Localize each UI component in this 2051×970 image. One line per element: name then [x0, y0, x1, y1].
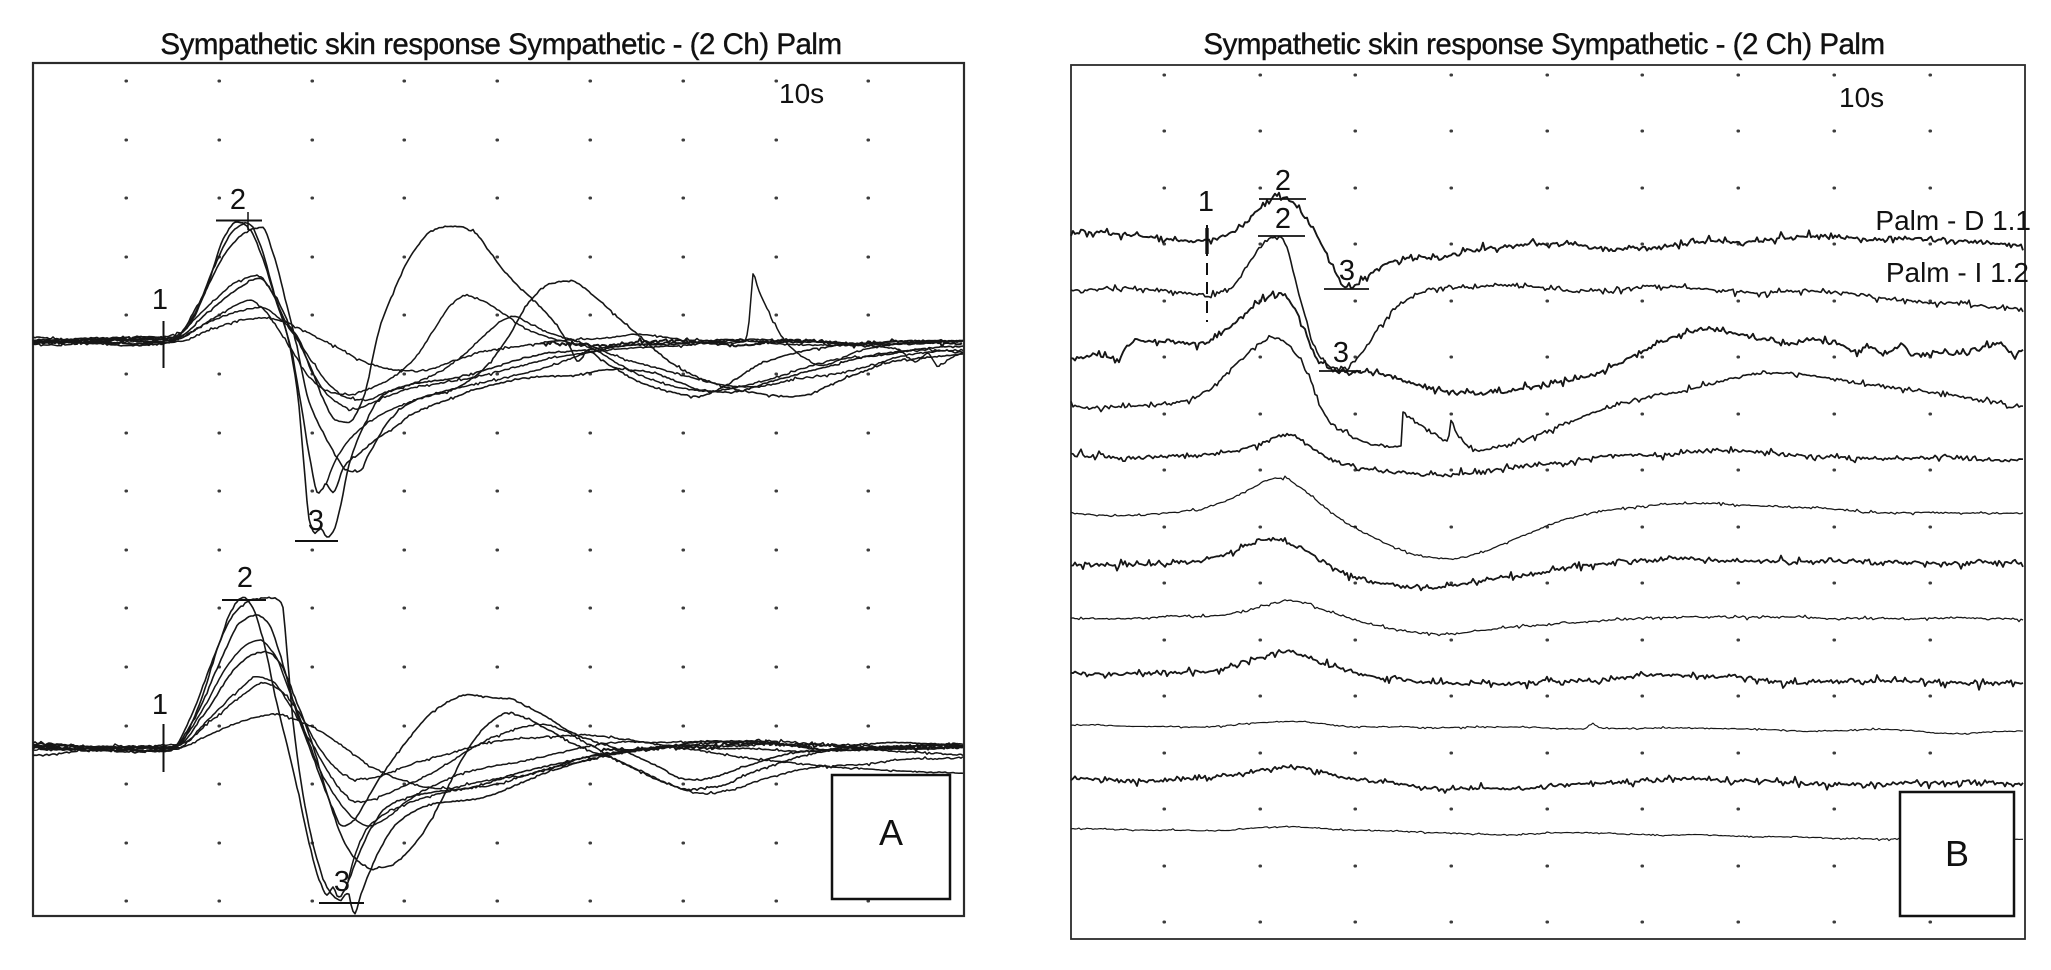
- svg-text:Palm - I 1.2: Palm - I 1.2: [1886, 257, 2029, 288]
- svg-text:3: 3: [1339, 255, 1355, 287]
- svg-text:B: B: [1945, 833, 1969, 874]
- svg-text:1: 1: [152, 689, 168, 721]
- svg-text:3: 3: [334, 866, 350, 898]
- svg-text:Sympathetic skin response Symp: Sympathetic skin response Sympathetic - …: [1203, 28, 1884, 61]
- svg-text:Palm - D 1.1: Palm - D 1.1: [1875, 205, 2031, 236]
- svg-text:2: 2: [1275, 165, 1291, 197]
- svg-text:10s: 10s: [779, 78, 824, 109]
- svg-text:10s: 10s: [1839, 82, 1884, 113]
- svg-text:2: 2: [230, 184, 246, 216]
- svg-text:2: 2: [237, 562, 253, 594]
- svg-text:1: 1: [1198, 186, 1214, 218]
- svg-text:3: 3: [308, 505, 324, 537]
- svg-text:Sympathetic skin response Symp: Sympathetic skin response Sympathetic - …: [160, 28, 841, 61]
- svg-text:1: 1: [152, 284, 168, 316]
- svg-text:2: 2: [1275, 203, 1291, 235]
- svg-text:3: 3: [1333, 337, 1349, 369]
- svg-text:A: A: [879, 812, 903, 853]
